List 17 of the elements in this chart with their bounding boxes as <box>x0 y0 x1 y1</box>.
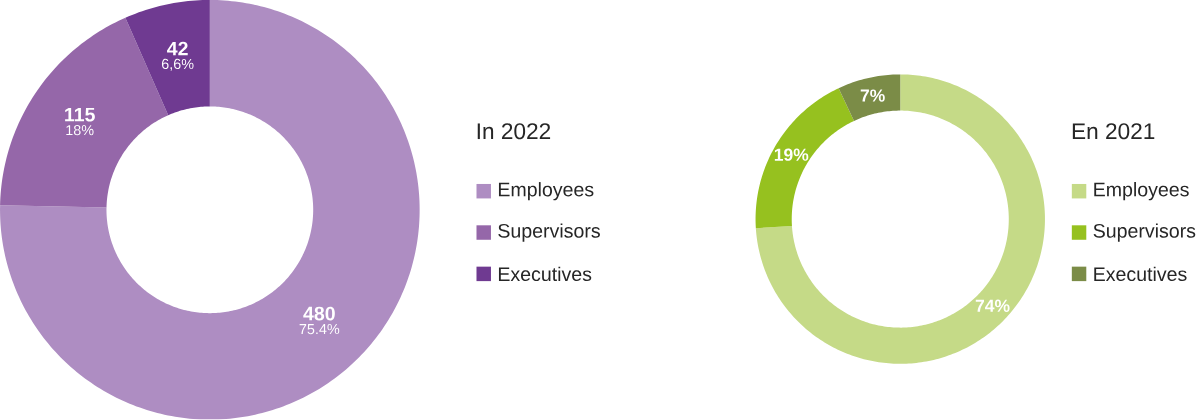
data-label: 7% <box>860 89 885 102</box>
text: 75.4% <box>299 324 340 335</box>
data-label: 480 <box>303 306 335 321</box>
legend-label: Supervisors <box>1093 223 1196 242</box>
text: 6,6% <box>161 59 194 71</box>
legend-label: Employees <box>1094 182 1189 201</box>
legend-title: En 2021 <box>1072 123 1155 140</box>
text: 18% <box>66 125 94 136</box>
legend-title: In 2022 <box>477 123 551 140</box>
legend-label: Employees <box>498 182 594 201</box>
legend-label: Supervisors <box>498 223 600 242</box>
legend-label: Executives <box>1094 266 1187 282</box>
data-label: 19% <box>774 148 809 162</box>
data-label: 42 <box>167 41 188 56</box>
data-label: 115 <box>65 108 95 122</box>
legend-label: Executives <box>498 266 592 282</box>
data-label: 74% <box>975 299 1010 313</box>
